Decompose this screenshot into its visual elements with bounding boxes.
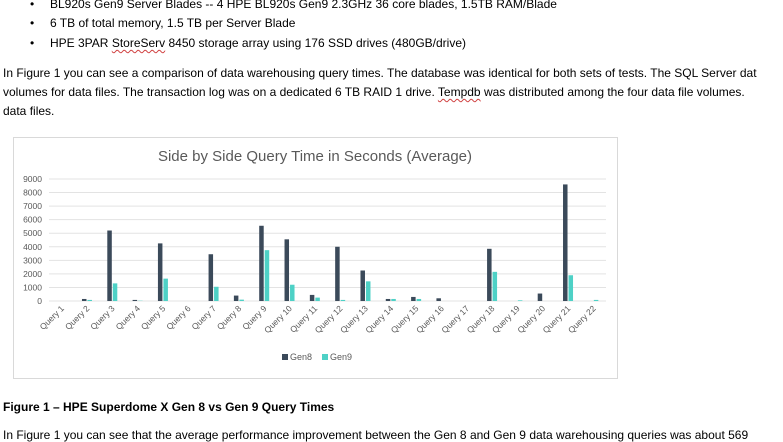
intro-line: data files. (3, 102, 783, 121)
y-tick-label: 4000 (23, 242, 42, 252)
bar-gen8 (82, 299, 87, 301)
figure-caption: Figure 1 – HPE Superdome X Gen 8 vs Gen … (3, 400, 334, 414)
bar-gen8 (158, 243, 163, 301)
bar-gen8 (411, 297, 416, 301)
intro-line: volumes for data files. The transaction … (3, 83, 783, 102)
x-tick-label: Query 2 (63, 303, 92, 332)
bar-gen8 (360, 271, 365, 302)
bar-gen8 (386, 299, 391, 301)
bar-gen8 (436, 298, 441, 301)
bullet-icon: • (30, 0, 34, 11)
legend-label: Gen9 (330, 352, 352, 362)
y-tick-label: 6000 (23, 215, 42, 225)
bar-gen9 (87, 300, 92, 301)
bars (82, 184, 598, 301)
x-tick-label: Query 7 (190, 303, 219, 332)
x-tick-label: Query 6 (164, 303, 193, 332)
y-tick-label: 7000 (23, 201, 42, 211)
y-tick-label: 5000 (23, 228, 42, 238)
bar-gen8 (310, 295, 315, 301)
x-tick-label: Query 8 (215, 303, 244, 332)
y-tick-label: 2000 (23, 269, 42, 279)
bullet-item: • BL920s Gen9 Server Blades -- 4 HPE BL9… (0, 0, 783, 15)
bar-gen9 (594, 300, 599, 301)
bottom-paragraph: In Figure 1 you can see that the average… (3, 428, 748, 442)
bar-gen9 (239, 300, 244, 301)
bar-gen9 (113, 283, 118, 301)
bullet-text: 6 TB of total memory, 1.5 TB per Server … (50, 16, 295, 30)
bar-gen9 (214, 287, 219, 301)
bar-gen9 (265, 250, 270, 301)
bar-gen9 (290, 285, 295, 301)
bar-gen8 (335, 247, 340, 301)
legend: Gen8 Gen9 (282, 352, 352, 362)
y-axis: 0 1000 2000 3000 4000 5000 6000 7000 8000 9000 (23, 174, 42, 306)
intro-paragraph: In Figure 1 you can see a comparison of … (3, 64, 783, 121)
spellcheck-word: Tempdb (438, 85, 481, 99)
bar-gen8 (259, 226, 264, 301)
x-tick-label: Query 3 (88, 303, 117, 332)
chart-title: Side by Side Query Time in Seconds (Aver… (158, 148, 472, 165)
bar-gen8 (234, 296, 239, 301)
bar-gen9 (417, 299, 422, 301)
bullet-item: • HPE 3PAR StoreServ 8450 storage array … (0, 36, 783, 54)
bar-gen9 (341, 300, 346, 301)
bullet-item: • 6 TB of total memory, 1.5 TB per Serve… (0, 16, 783, 34)
x-tick-label: Query 4 (114, 303, 143, 332)
spellcheck-word: StoreServ (112, 36, 165, 50)
bar-gen8 (538, 294, 543, 301)
x-tick-label: Query 22 (566, 303, 598, 335)
bullet-icon: • (30, 16, 34, 30)
bullet-text: HPE 3PAR StoreServ 8450 storage array us… (50, 36, 466, 50)
bar-gen8 (285, 239, 290, 301)
y-tick-label: 0 (37, 296, 42, 306)
bar-gen8 (563, 184, 568, 301)
x-tick-label: Query 5 (139, 303, 168, 332)
bar-gen9 (518, 300, 523, 301)
bullet-icon: • (30, 36, 34, 50)
bar-gen8 (209, 254, 214, 301)
bar-gen9 (569, 275, 574, 301)
y-tick-label: 1000 (23, 282, 42, 292)
bar-gen9 (366, 281, 371, 301)
bar-gen8 (133, 300, 138, 301)
bar-gen8 (487, 249, 492, 301)
bar-chart: Side by Side Query Time in Seconds (Aver… (14, 138, 617, 378)
bar-gen8 (107, 231, 112, 301)
bar-gen9 (315, 298, 320, 301)
legend-label: Gen8 (290, 352, 312, 362)
x-tick-label: Query 1 (38, 303, 67, 332)
y-tick-label: 3000 (23, 255, 42, 265)
y-tick-label: 8000 (23, 188, 42, 198)
legend-swatch (322, 354, 328, 360)
bar-gen9 (493, 272, 498, 301)
intro-line: In Figure 1 you can see a comparison of … (3, 64, 783, 83)
bar-gen9 (391, 299, 396, 301)
bullet-text: BL920s Gen9 Server Blades -- 4 HPE BL920… (50, 0, 557, 11)
gridlines (49, 179, 606, 301)
y-tick-label: 9000 (23, 174, 42, 184)
chart-frame: Side by Side Query Time in Seconds (Aver… (13, 137, 618, 379)
legend-swatch (282, 354, 288, 360)
bar-gen9 (163, 279, 168, 301)
